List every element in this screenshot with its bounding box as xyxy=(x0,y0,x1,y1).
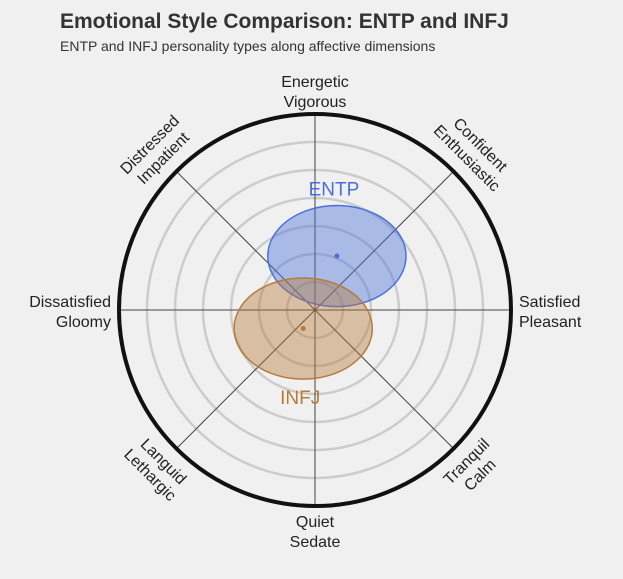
outer-layer xyxy=(117,112,513,508)
chart-title: Emotional Style Comparison: ENTP and INF… xyxy=(60,10,509,33)
series-layer: ENTP INFJ xyxy=(233,179,407,409)
axis-line xyxy=(176,171,454,449)
grid-layer xyxy=(119,114,511,506)
axis-label-quiet-line-1: Quiet xyxy=(296,514,335,531)
axis-label-satisfied-line-1: Satisfied xyxy=(519,294,580,311)
axis-label-satisfied-line-2: Pleasant xyxy=(519,314,582,331)
series-center-point-infj xyxy=(300,326,306,332)
chart-subtitle: ENTP and INFJ personality types along af… xyxy=(60,38,436,54)
axis-label-dissatisfied-line-2: Gloomy xyxy=(56,314,111,331)
axis-label-quiet-line-2: Sedate xyxy=(290,534,341,551)
axis-label-energetic-line-2: Vigorous xyxy=(284,94,347,111)
axis-label-energetic-line-1: Energetic xyxy=(281,74,349,91)
axis-label-dissatisfied-line-1: Dissatisfied xyxy=(29,294,111,311)
series-center-point-entp xyxy=(334,253,340,259)
series-label-infj: INFJ xyxy=(280,388,320,409)
outer-ring xyxy=(117,112,513,508)
series-label-entp: ENTP xyxy=(309,179,360,200)
